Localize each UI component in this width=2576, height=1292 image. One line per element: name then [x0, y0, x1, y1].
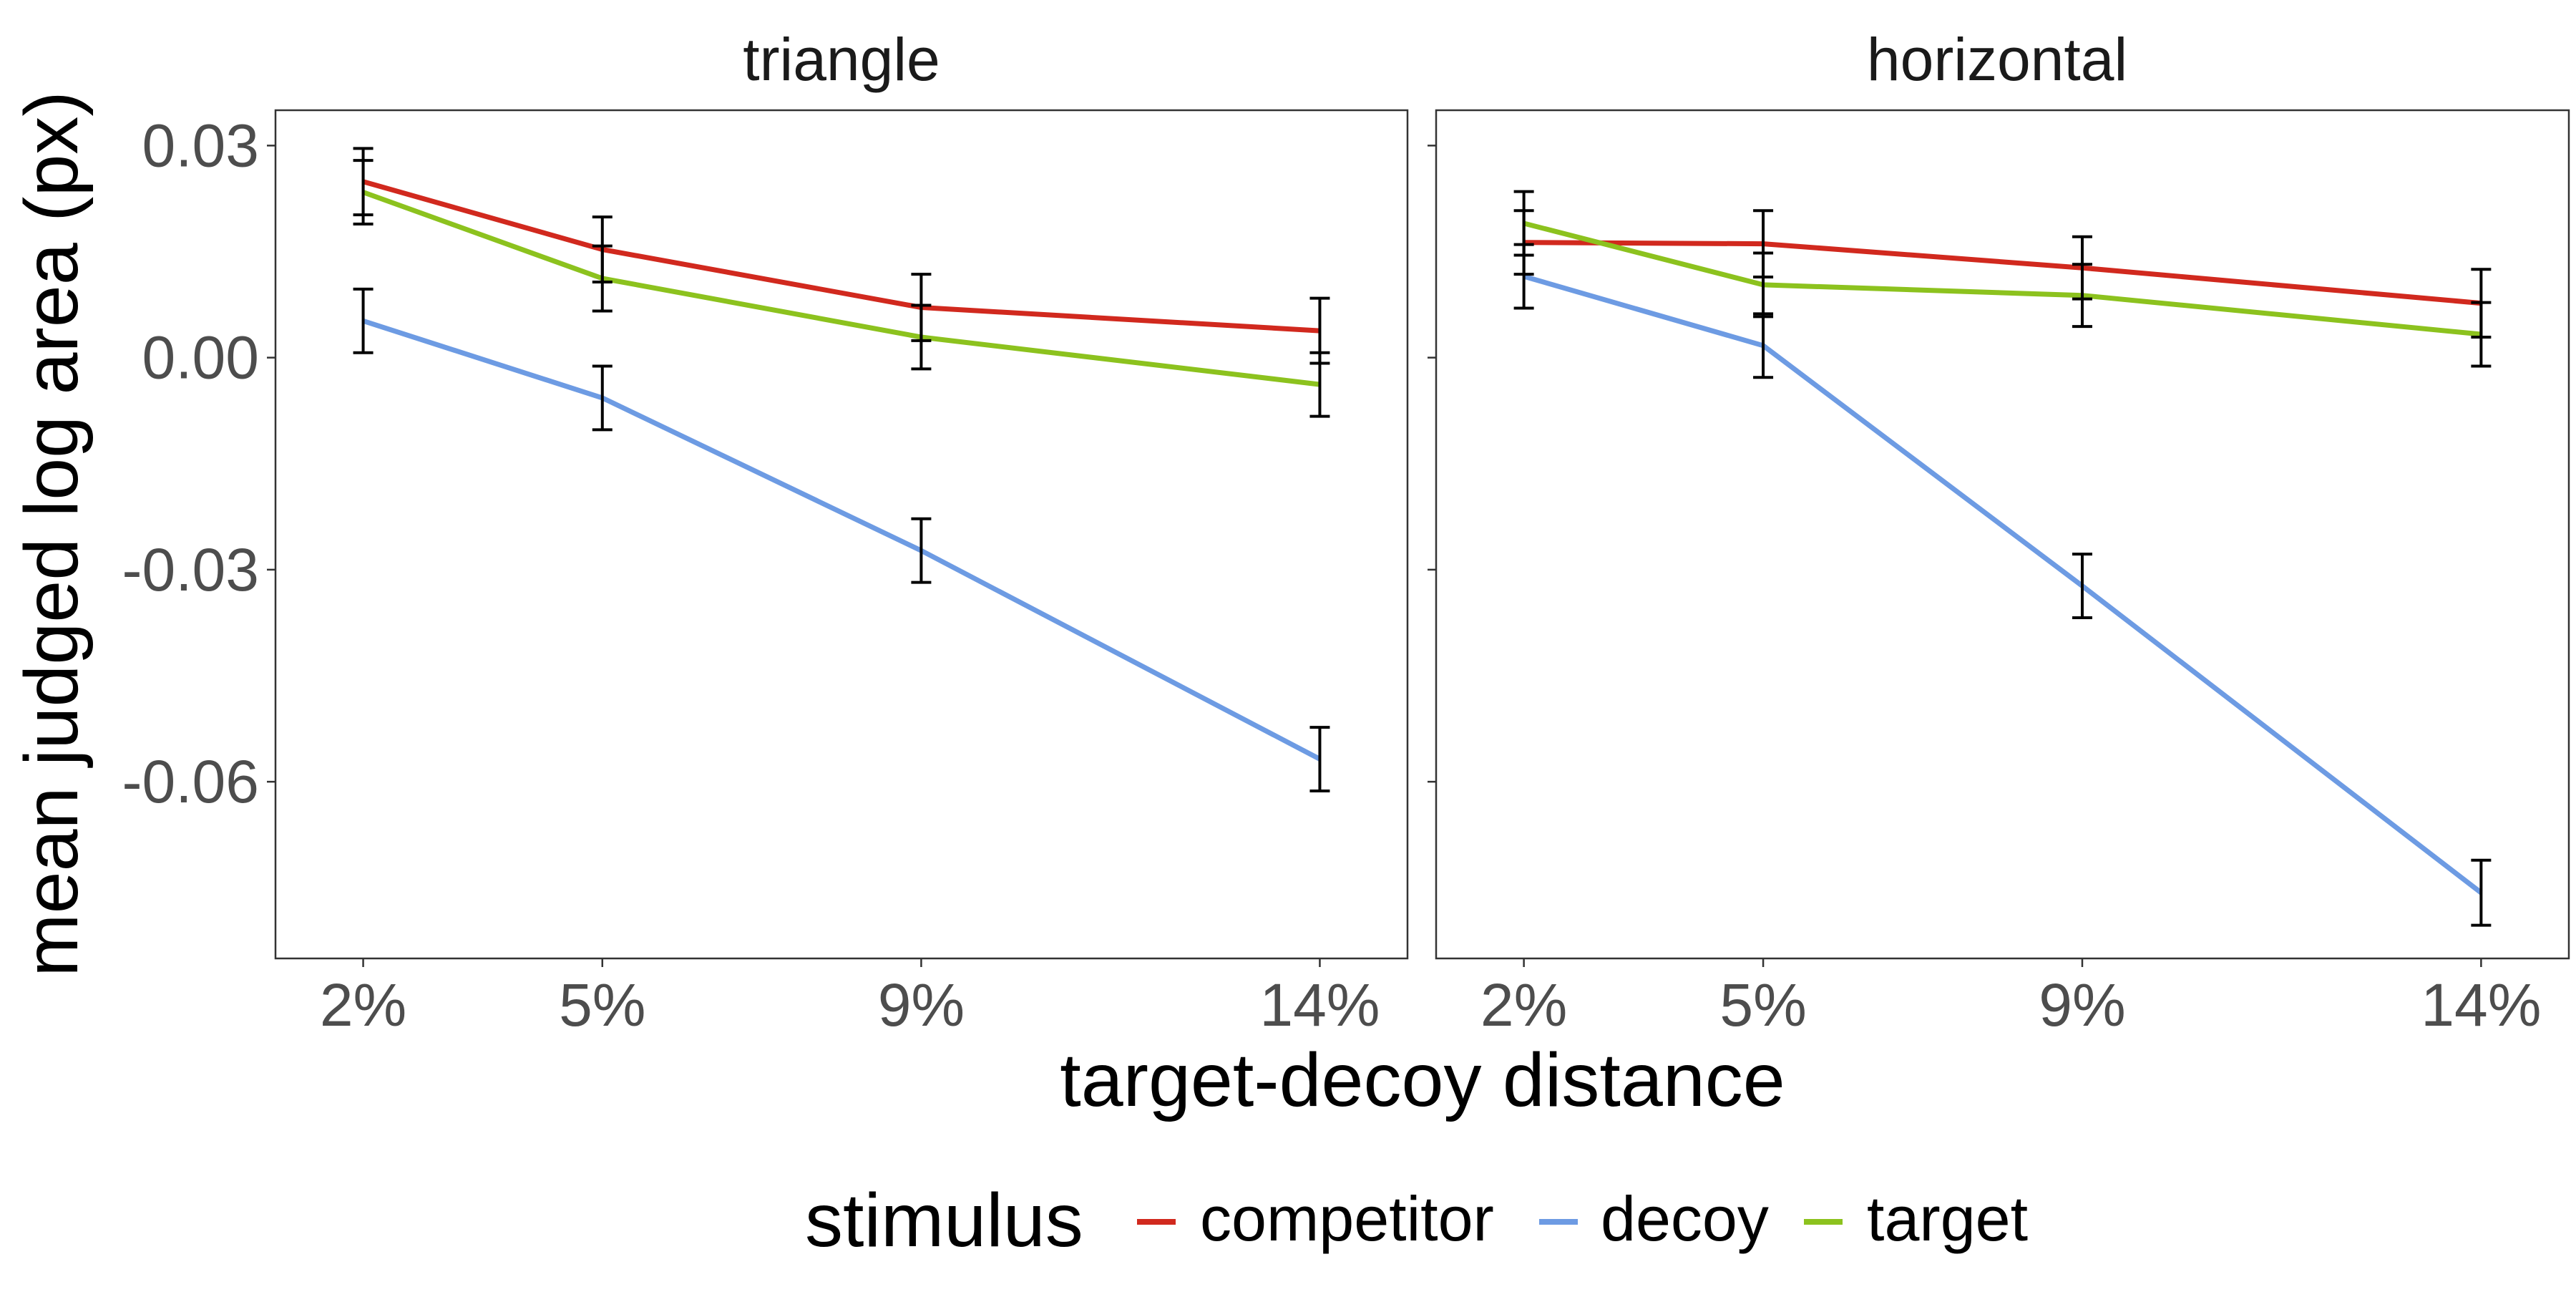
legend-title: stimulus — [805, 1178, 1083, 1263]
error-bar — [911, 517, 932, 584]
x-tick-label: 14% — [2421, 971, 2541, 1039]
error-bar — [2471, 301, 2492, 368]
error-bar — [1309, 726, 1330, 792]
panel-plot-area — [1513, 190, 2492, 927]
panel-frame — [274, 109, 1409, 960]
y-axis-title: mean judged log area (px) — [9, 91, 94, 976]
x-tick-label: 5% — [1719, 971, 1806, 1039]
error-bar — [353, 159, 374, 225]
x-axis-title: target-decoy distance — [1060, 1038, 1785, 1122]
legend-label-target: target — [1867, 1183, 2028, 1254]
series-line-decoy — [1523, 273, 2483, 895]
y-tick-label: 0.00 — [142, 324, 260, 392]
series-line-competitor — [362, 179, 1320, 334]
y-axis: 0.03 0.00 -0.03 -0.06 — [122, 112, 1436, 815]
series-line-target — [1523, 220, 2482, 337]
y-tick-label: 0.03 — [142, 112, 260, 179]
legend-label-competitor: competitor — [1200, 1183, 1494, 1254]
x-tick-label: 2% — [320, 971, 406, 1039]
error-bar — [592, 364, 613, 432]
y-tick-label: -0.03 — [122, 536, 259, 603]
y-tick-label: -0.06 — [122, 748, 259, 815]
error-bar — [1309, 351, 1330, 418]
panel-plot-area — [353, 147, 1330, 792]
panel-frame — [1435, 109, 2570, 960]
series-line-competitor — [1523, 240, 2482, 306]
error-bar — [1753, 251, 1774, 319]
error-bar — [592, 244, 613, 313]
legend-label-decoy: decoy — [1601, 1183, 1769, 1254]
series-line-decoy — [362, 318, 1322, 762]
error-bar — [353, 287, 374, 354]
error-bar — [1513, 190, 1534, 257]
error-bar — [2471, 858, 2492, 927]
legend: stimulus competitor decoy target — [805, 1178, 2028, 1263]
error-bar — [911, 303, 932, 371]
x-tick-label: 9% — [2039, 971, 2125, 1039]
series-line-target — [362, 190, 1320, 387]
x-axis: 2% 5% 9% 14% 2% 5% 9% 14% — [320, 958, 2541, 1039]
x-tick-label: 14% — [1259, 971, 1380, 1039]
x-tick-label: 2% — [1480, 971, 1567, 1039]
panel-title: triangle — [743, 26, 940, 93]
error-bar — [2072, 553, 2092, 620]
x-tick-label: 5% — [559, 971, 645, 1039]
panel-title: horizontal — [1867, 26, 2127, 93]
x-tick-label: 9% — [878, 971, 965, 1039]
error-bar — [2072, 263, 2092, 329]
